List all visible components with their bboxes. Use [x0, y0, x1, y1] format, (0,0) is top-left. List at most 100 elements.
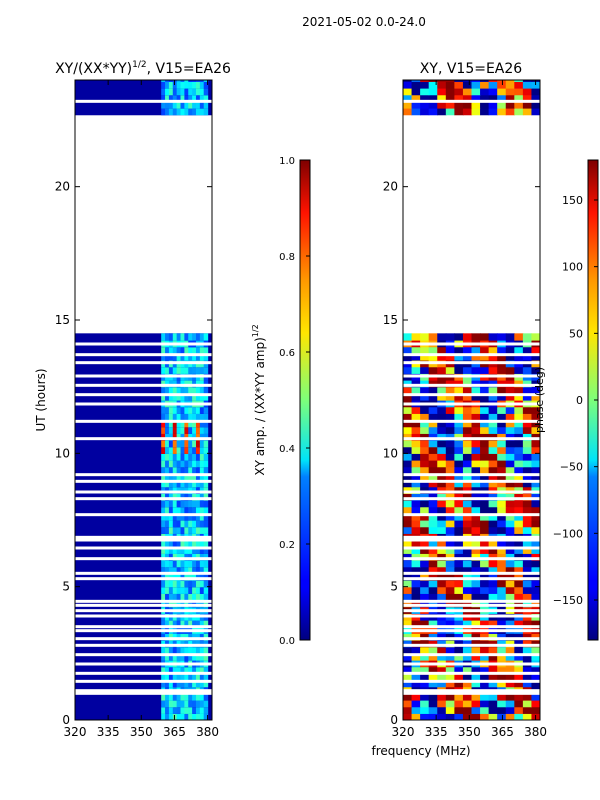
heatmap-cell: [195, 493, 201, 501]
heatmap-cell: [462, 453, 473, 461]
heatmap-cell: [161, 646, 166, 654]
heatmap-cell: [445, 520, 455, 528]
heatmap-cell: [445, 680, 455, 688]
heatmap-cell: [428, 493, 438, 501]
heatmap-cell: [497, 346, 507, 354]
heatmap-cell: [168, 680, 174, 688]
heatmap-cell: [531, 420, 540, 428]
heatmap-cell: [411, 586, 421, 594]
heatmap-cell: [172, 586, 178, 594]
heatmap-cell: [428, 600, 438, 608]
heatmap-cell: [180, 693, 185, 701]
heatmap-cell: [188, 353, 193, 361]
heatmap-cell: [161, 94, 166, 102]
heatmap-cell: [195, 446, 201, 454]
heatmap-cell: [497, 80, 507, 82]
heatmap-cell: [168, 426, 174, 434]
heatmap-cell: [480, 646, 490, 654]
heatmap-cell: [454, 453, 464, 461]
heatmap-cell: [411, 680, 421, 688]
heatmap-cell: [445, 560, 455, 568]
heatmap-cell: [75, 680, 212, 688]
heatmap-cell: [184, 540, 189, 548]
heatmap-cell: [180, 353, 185, 361]
heatmap-cell: [471, 666, 481, 674]
heatmap-cell: [454, 346, 464, 354]
heatmap-cell: [172, 380, 178, 388]
heatmap-cell: [471, 653, 481, 661]
heatmap-cell: [437, 108, 447, 116]
heatmap-cell: [488, 486, 498, 494]
heatmap-cell: [195, 620, 201, 628]
heatmap-cell: [203, 526, 209, 534]
heatmap-cell: [462, 353, 473, 361]
heatmap-cell: [462, 513, 473, 521]
heatmap-cell: [514, 346, 524, 354]
heatmap-cell: [480, 420, 490, 428]
heatmap-cell: [403, 101, 413, 109]
heatmap-cell: [75, 353, 212, 361]
heatmap-cell: [471, 586, 481, 594]
heatmap-cell: [514, 673, 524, 681]
heatmap-cell: [420, 653, 430, 661]
heatmap-cell: [184, 553, 189, 561]
heatmap-cell: [480, 88, 490, 96]
heatmap-cell: [199, 473, 205, 481]
heatmap-cell: [531, 473, 540, 481]
heatmap-cell: [168, 700, 174, 708]
heatmap-cell: [514, 500, 524, 508]
heatmap-cell: [75, 333, 212, 341]
heatmap-cell: [420, 713, 430, 720]
heatmap-cell: [531, 560, 540, 568]
heatmap-cell: [445, 506, 455, 514]
heatmap-cell: [428, 420, 438, 428]
heatmap-cell: [497, 386, 507, 394]
heatmap-cell: [428, 453, 438, 461]
heatmap-cell: [75, 460, 212, 468]
heatmap-cell: [75, 466, 212, 474]
heatmap-cell: [195, 460, 201, 468]
heatmap-cell: [514, 706, 524, 714]
x-tick-label: 380: [196, 725, 219, 739]
heatmap-cell: [75, 640, 212, 648]
heatmap-cell: [188, 366, 193, 374]
heatmap-cell: [75, 573, 212, 581]
heatmap-cell: [514, 586, 524, 594]
heatmap-cell: [161, 693, 166, 701]
heatmap-cell: [403, 680, 413, 688]
heatmap-cell: [514, 573, 524, 581]
colorbar-tick-label: 0.8: [279, 252, 295, 263]
heatmap-cell: [531, 600, 540, 608]
heatmap-cell: [184, 600, 189, 608]
heatmap-cell: [176, 586, 182, 594]
heatmap-cell: [168, 101, 174, 109]
heatmap-cell: [454, 94, 464, 102]
heatmap-cell: [445, 88, 455, 96]
heatmap-cell: [480, 653, 490, 661]
heatmap-cell: [480, 406, 490, 414]
heatmap-cell: [497, 666, 507, 674]
heatmap-cell: [420, 600, 430, 608]
heatmap-cell: [199, 680, 205, 688]
heatmap-cell: [176, 493, 182, 501]
heatmap-cell: [192, 493, 197, 501]
heatmap-cell: [168, 573, 174, 581]
heatmap-cell: [165, 460, 170, 468]
heatmap-cell: [480, 580, 490, 588]
heatmap-cell: [199, 413, 205, 421]
heatmap-cell: [514, 353, 524, 361]
heatmap-cell: [488, 566, 498, 574]
heatmap-cell: [199, 433, 205, 441]
heatmap-cell: [195, 640, 201, 648]
heatmap-cell: [480, 560, 490, 568]
heatmap-cell: [75, 406, 212, 414]
heatmap-cell: [192, 393, 197, 401]
heatmap-cell: [199, 426, 205, 434]
heatmap-cell: [168, 593, 174, 601]
heatmap-cell: [420, 633, 430, 641]
heatmap-cell: [514, 620, 524, 628]
heatmap-cell: [428, 640, 438, 648]
heatmap-cell: [192, 101, 197, 109]
heatmap-cell: [428, 680, 438, 688]
heatmap-cell: [165, 353, 170, 361]
